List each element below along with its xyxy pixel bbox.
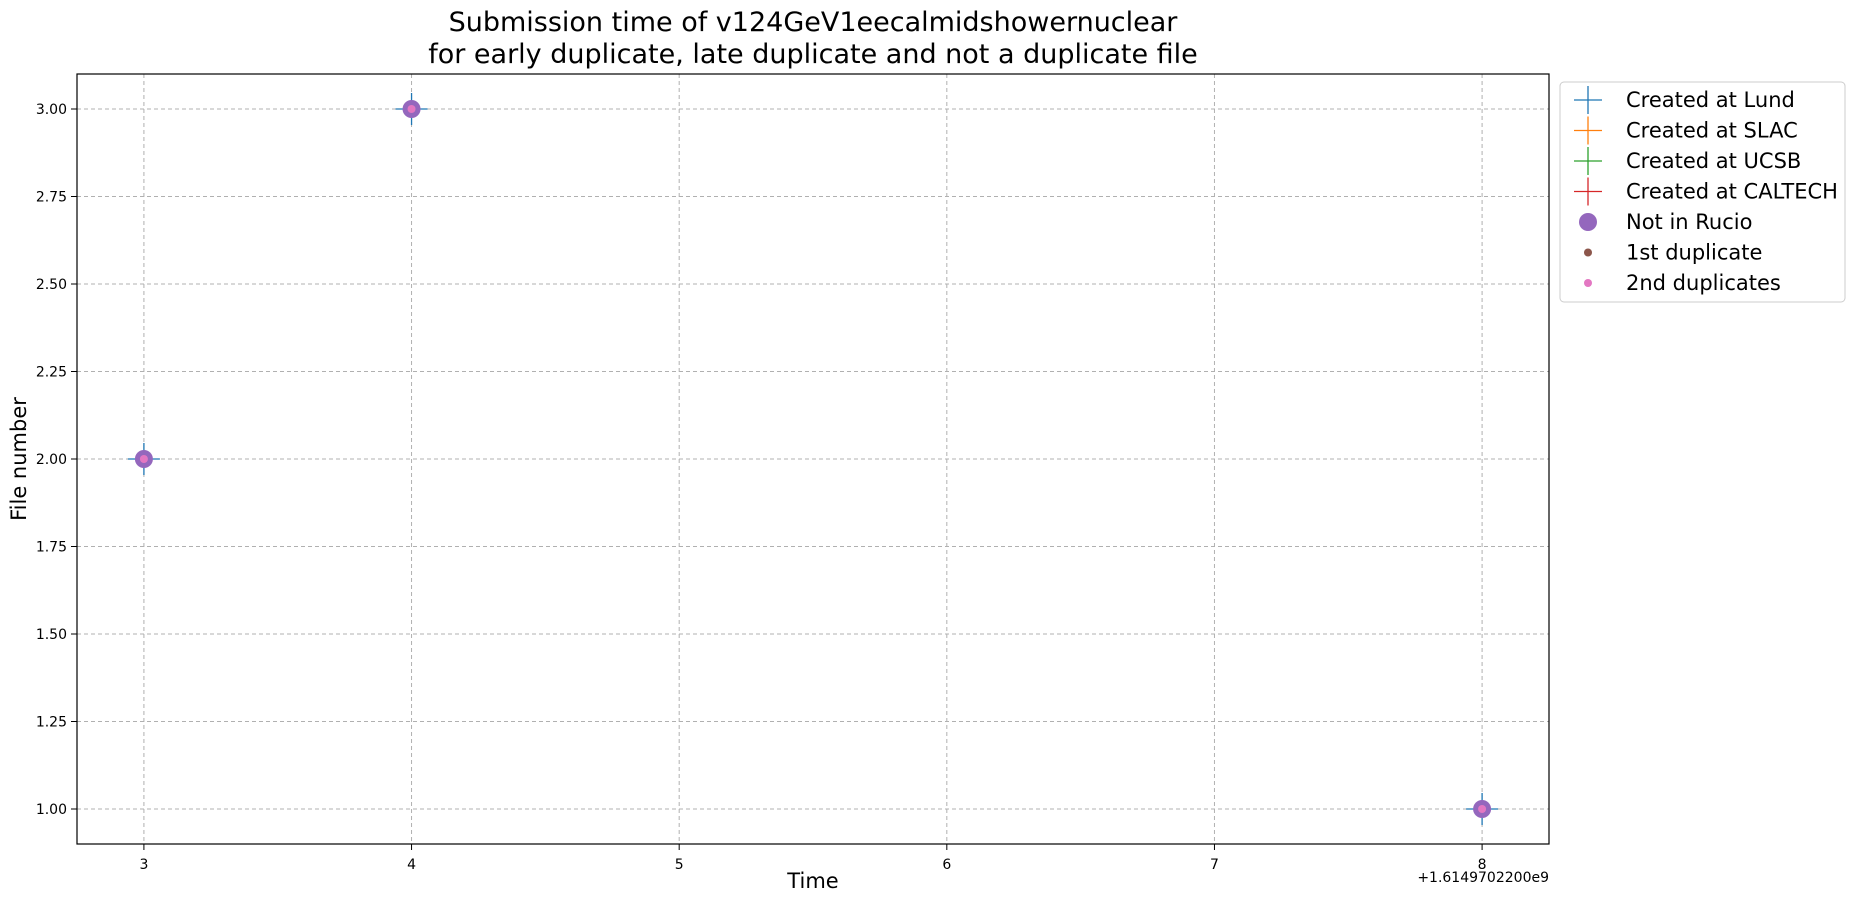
legend-marker [1584, 248, 1592, 257]
legend-label: Created at UCSB [1626, 149, 1801, 173]
data-points [127, 93, 1499, 825]
x-axis-label: Time [786, 869, 838, 893]
legend-label: Created at Lund [1626, 88, 1795, 112]
x-tick-label: 8 [1478, 857, 1487, 873]
legend-label: Created at CALTECH [1626, 180, 1838, 204]
data-point [1478, 805, 1487, 813]
x-axis-offset-label: +1.6149702200e9 [1417, 870, 1549, 886]
legend-label: 1st duplicate [1626, 241, 1762, 265]
legend-marker [1574, 86, 1602, 114]
x-tick-label: 6 [942, 857, 951, 873]
legend-box [1559, 81, 1846, 303]
data-point [139, 455, 148, 463]
legend-marker [1574, 177, 1602, 206]
y-tick-label: 2.75 [36, 190, 67, 206]
legend-marker [1579, 213, 1597, 231]
legend-marker [1584, 279, 1592, 287]
y-tick-label: 1.25 [36, 715, 67, 731]
legend-label: Created at SLAC [1626, 119, 1798, 143]
y-tick-label: 2.25 [36, 365, 67, 381]
x-tick-label: 7 [1210, 857, 1219, 873]
y-axis-label: File number [7, 397, 31, 521]
legend-label: Not in Rucio [1626, 210, 1752, 234]
x-tick-label: 3 [139, 857, 148, 873]
x-tick-label: 5 [675, 857, 684, 873]
axis-ticks: 3 4 5 6 7 8 1.00 1.25 1.50 1.75 2.00 2.25 2.50 2.75 3.… [36, 102, 1487, 873]
y-tick-label: 1.00 [36, 802, 67, 818]
legend-label: 2nd duplicates [1626, 271, 1781, 295]
data-point [407, 105, 416, 113]
legend-marker [1574, 147, 1602, 175]
y-tick-label: 1.75 [36, 540, 67, 556]
chart-title-line-1: Submission time of v124GeV1eecalmidshowe… [449, 7, 1179, 38]
y-tick-label: 3.00 [36, 102, 67, 118]
legend-marker [1574, 116, 1602, 145]
grid-lines [77, 74, 1549, 844]
x-tick-label: 4 [407, 857, 416, 873]
chart-title-line-2: for early duplicate, late duplicate and … [428, 39, 1198, 70]
y-tick-label: 1.50 [36, 627, 67, 643]
y-tick-label: 2.50 [36, 277, 67, 293]
y-tick-label: 2.00 [36, 452, 67, 468]
legend: Created at Lund Created at SLAC Created at… [1559, 81, 1846, 303]
